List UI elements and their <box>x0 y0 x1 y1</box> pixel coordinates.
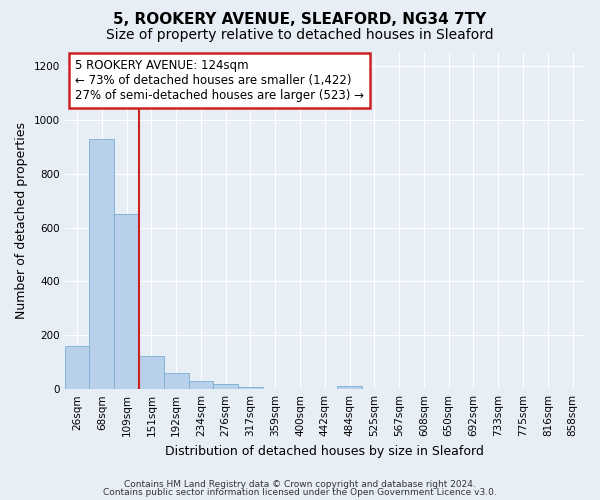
X-axis label: Distribution of detached houses by size in Sleaford: Distribution of detached houses by size … <box>166 444 484 458</box>
Bar <box>114 214 139 389</box>
Bar <box>188 381 214 389</box>
Bar <box>139 356 164 389</box>
Text: 5 ROOKERY AVENUE: 124sqm
← 73% of detached houses are smaller (1,422)
27% of sem: 5 ROOKERY AVENUE: 124sqm ← 73% of detach… <box>75 59 364 102</box>
Y-axis label: Number of detached properties: Number of detached properties <box>15 122 28 320</box>
Text: 5, ROOKERY AVENUE, SLEAFORD, NG34 7TY: 5, ROOKERY AVENUE, SLEAFORD, NG34 7TY <box>113 12 487 28</box>
Bar <box>164 373 188 389</box>
Text: Size of property relative to detached houses in Sleaford: Size of property relative to detached ho… <box>106 28 494 42</box>
Text: Contains HM Land Registry data © Crown copyright and database right 2024.: Contains HM Land Registry data © Crown c… <box>124 480 476 489</box>
Bar <box>214 384 238 389</box>
Bar <box>337 386 362 389</box>
Bar <box>65 346 89 389</box>
Text: Contains public sector information licensed under the Open Government Licence v3: Contains public sector information licen… <box>103 488 497 497</box>
Bar <box>89 138 114 389</box>
Bar <box>238 387 263 389</box>
